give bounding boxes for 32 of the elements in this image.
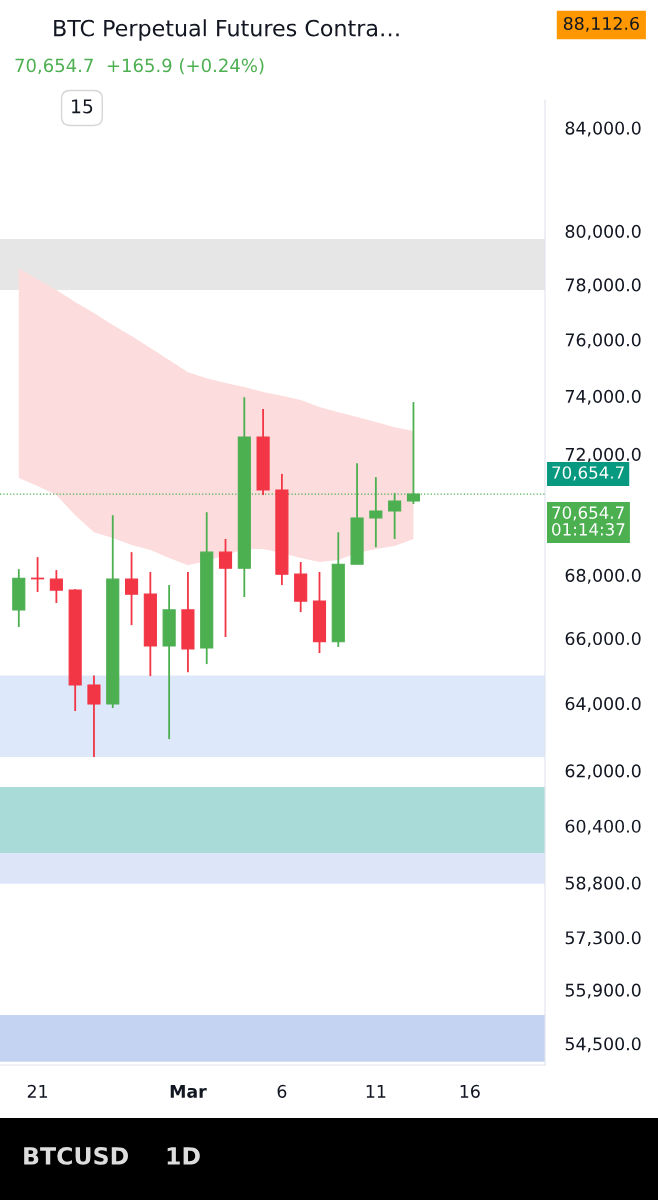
x-tick-label: 16 <box>460 1084 480 1098</box>
y-tick-label: 84,000.0 <box>565 121 641 137</box>
y-tick-label: 60,400.0 <box>565 819 641 835</box>
y-tick-label: 64,000.0 <box>565 697 641 713</box>
x-tick-label: 21 <box>27 1084 48 1098</box>
text: 70,654.7 <box>552 466 624 481</box>
chart-title: BTC Perpetual Futures Contra… <box>54 19 399 41</box>
y-tick-label: 72,000.0 <box>565 447 641 463</box>
x-tick-label: 11 <box>366 1084 386 1098</box>
candlestick <box>87 674 101 758</box>
ref-line-label: 70,654.7 01:14:37 <box>552 506 625 536</box>
y-tick-label: 68,000.0 <box>565 568 641 584</box>
chart-subtitle: 70,654.7 +165.9 (+0.24%) <box>15 58 264 75</box>
y-tick-label: 62,000.0 <box>565 764 641 780</box>
y-tick-label: 55,900.0 <box>565 983 641 999</box>
x-tick-label: Mar <box>170 1084 207 1098</box>
text: BTCUSD <box>24 1146 128 1165</box>
y-tick-label: 74,000.0 <box>565 389 641 405</box>
x-tick-label: 6 <box>277 1084 287 1098</box>
y-tick-label: 66,000.0 <box>565 631 641 647</box>
y-tick-label: 80,000.0 <box>565 224 641 240</box>
y-tick-label: 76,000.0 <box>565 333 641 349</box>
y-tick-label: 78,000.0 <box>565 278 641 294</box>
y-tick-label: 58,800.0 <box>565 876 641 892</box>
candlestick <box>49 569 63 604</box>
annotation: 15 <box>72 99 93 114</box>
y-tick-label: 54,500.0 <box>565 1037 641 1053</box>
y-tick-label: 57,300.0 <box>565 931 641 947</box>
text: 88,112.6 <box>563 16 639 32</box>
candlestick <box>218 538 233 638</box>
candlestick <box>124 551 139 627</box>
text: 1D <box>167 1147 200 1165</box>
